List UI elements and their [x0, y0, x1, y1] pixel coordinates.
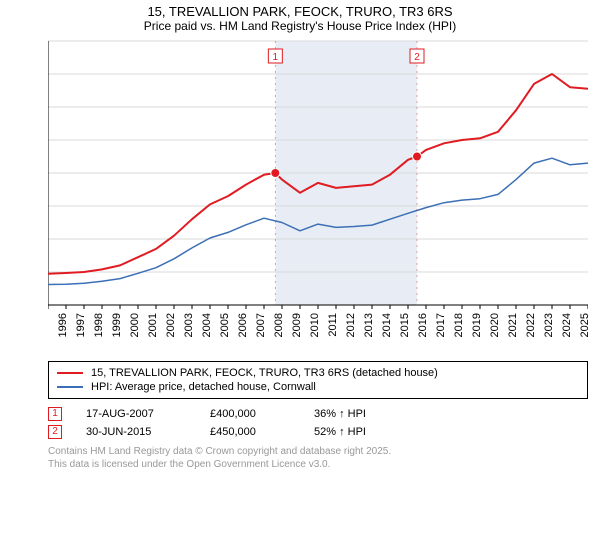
- svg-text:2025: 2025: [579, 313, 588, 337]
- svg-text:2022: 2022: [525, 313, 537, 337]
- svg-text:1998: 1998: [93, 313, 105, 337]
- legend-label: 15, TREVALLION PARK, FEOCK, TRURO, TR3 6…: [91, 367, 438, 379]
- sale-vs-hpi: 52% ↑ HPI: [314, 426, 366, 438]
- svg-text:2002: 2002: [165, 313, 177, 337]
- svg-text:1997: 1997: [75, 313, 87, 337]
- svg-text:2008: 2008: [273, 313, 285, 337]
- svg-text:2007: 2007: [255, 313, 267, 337]
- svg-text:2012: 2012: [345, 313, 357, 337]
- svg-text:1999: 1999: [111, 313, 123, 337]
- svg-text:2000: 2000: [129, 313, 141, 337]
- legend-swatch-property: [57, 372, 83, 374]
- svg-text:2023: 2023: [543, 313, 555, 337]
- sale-vs-hpi: 36% ↑ HPI: [314, 408, 366, 420]
- legend-item: HPI: Average price, detached house, Corn…: [57, 380, 579, 394]
- svg-text:2019: 2019: [471, 313, 483, 337]
- svg-text:2017: 2017: [435, 313, 447, 337]
- legend: 15, TREVALLION PARK, FEOCK, TRURO, TR3 6…: [48, 361, 588, 399]
- svg-text:2013: 2013: [363, 313, 375, 337]
- page-subtitle: Price paid vs. HM Land Registry's House …: [0, 19, 600, 35]
- line-chart: £0£100K£200K£300K£400K£500K£600K£700K£80…: [48, 35, 588, 355]
- footer-line: This data is licensed under the Open Gov…: [48, 458, 588, 471]
- svg-text:2016: 2016: [417, 313, 429, 337]
- svg-text:1996: 1996: [57, 313, 69, 337]
- svg-text:1995: 1995: [48, 313, 51, 337]
- svg-text:2014: 2014: [381, 313, 393, 337]
- svg-text:2024: 2024: [561, 313, 573, 337]
- sale-marker-2: 2: [48, 425, 62, 439]
- page-title: 15, TREVALLION PARK, FEOCK, TRURO, TR3 6…: [0, 0, 600, 19]
- sale-price: £450,000: [210, 426, 290, 438]
- sale-price: £400,000: [210, 408, 290, 420]
- svg-text:2018: 2018: [453, 313, 465, 337]
- table-row: 1 17-AUG-2007 £400,000 36% ↑ HPI: [48, 405, 588, 423]
- svg-text:2005: 2005: [219, 313, 231, 337]
- sales-table: 1 17-AUG-2007 £400,000 36% ↑ HPI 2 30-JU…: [48, 405, 588, 441]
- svg-text:2006: 2006: [237, 313, 249, 337]
- legend-item: 15, TREVALLION PARK, FEOCK, TRURO, TR3 6…: [57, 366, 579, 380]
- svg-text:2009: 2009: [291, 313, 303, 337]
- sale-marker-1: 1: [48, 407, 62, 421]
- chart-area: £0£100K£200K£300K£400K£500K£600K£700K£80…: [48, 35, 588, 355]
- legend-swatch-hpi: [57, 386, 83, 388]
- svg-text:2001: 2001: [147, 313, 159, 337]
- footer: Contains HM Land Registry data © Crown c…: [48, 445, 588, 471]
- svg-text:2015: 2015: [399, 313, 411, 337]
- svg-text:2004: 2004: [201, 313, 213, 337]
- table-row: 2 30-JUN-2015 £450,000 52% ↑ HPI: [48, 423, 588, 441]
- svg-text:2021: 2021: [507, 313, 519, 337]
- legend-label: HPI: Average price, detached house, Corn…: [91, 381, 316, 393]
- svg-text:2020: 2020: [489, 313, 501, 337]
- sale-date: 30-JUN-2015: [86, 426, 186, 438]
- svg-text:2011: 2011: [327, 313, 339, 337]
- svg-text:1: 1: [273, 52, 279, 63]
- footer-line: Contains HM Land Registry data © Crown c…: [48, 445, 588, 458]
- svg-text:2010: 2010: [309, 313, 321, 337]
- svg-text:2003: 2003: [183, 313, 195, 337]
- svg-text:2: 2: [414, 52, 420, 63]
- sale-date: 17-AUG-2007: [86, 408, 186, 420]
